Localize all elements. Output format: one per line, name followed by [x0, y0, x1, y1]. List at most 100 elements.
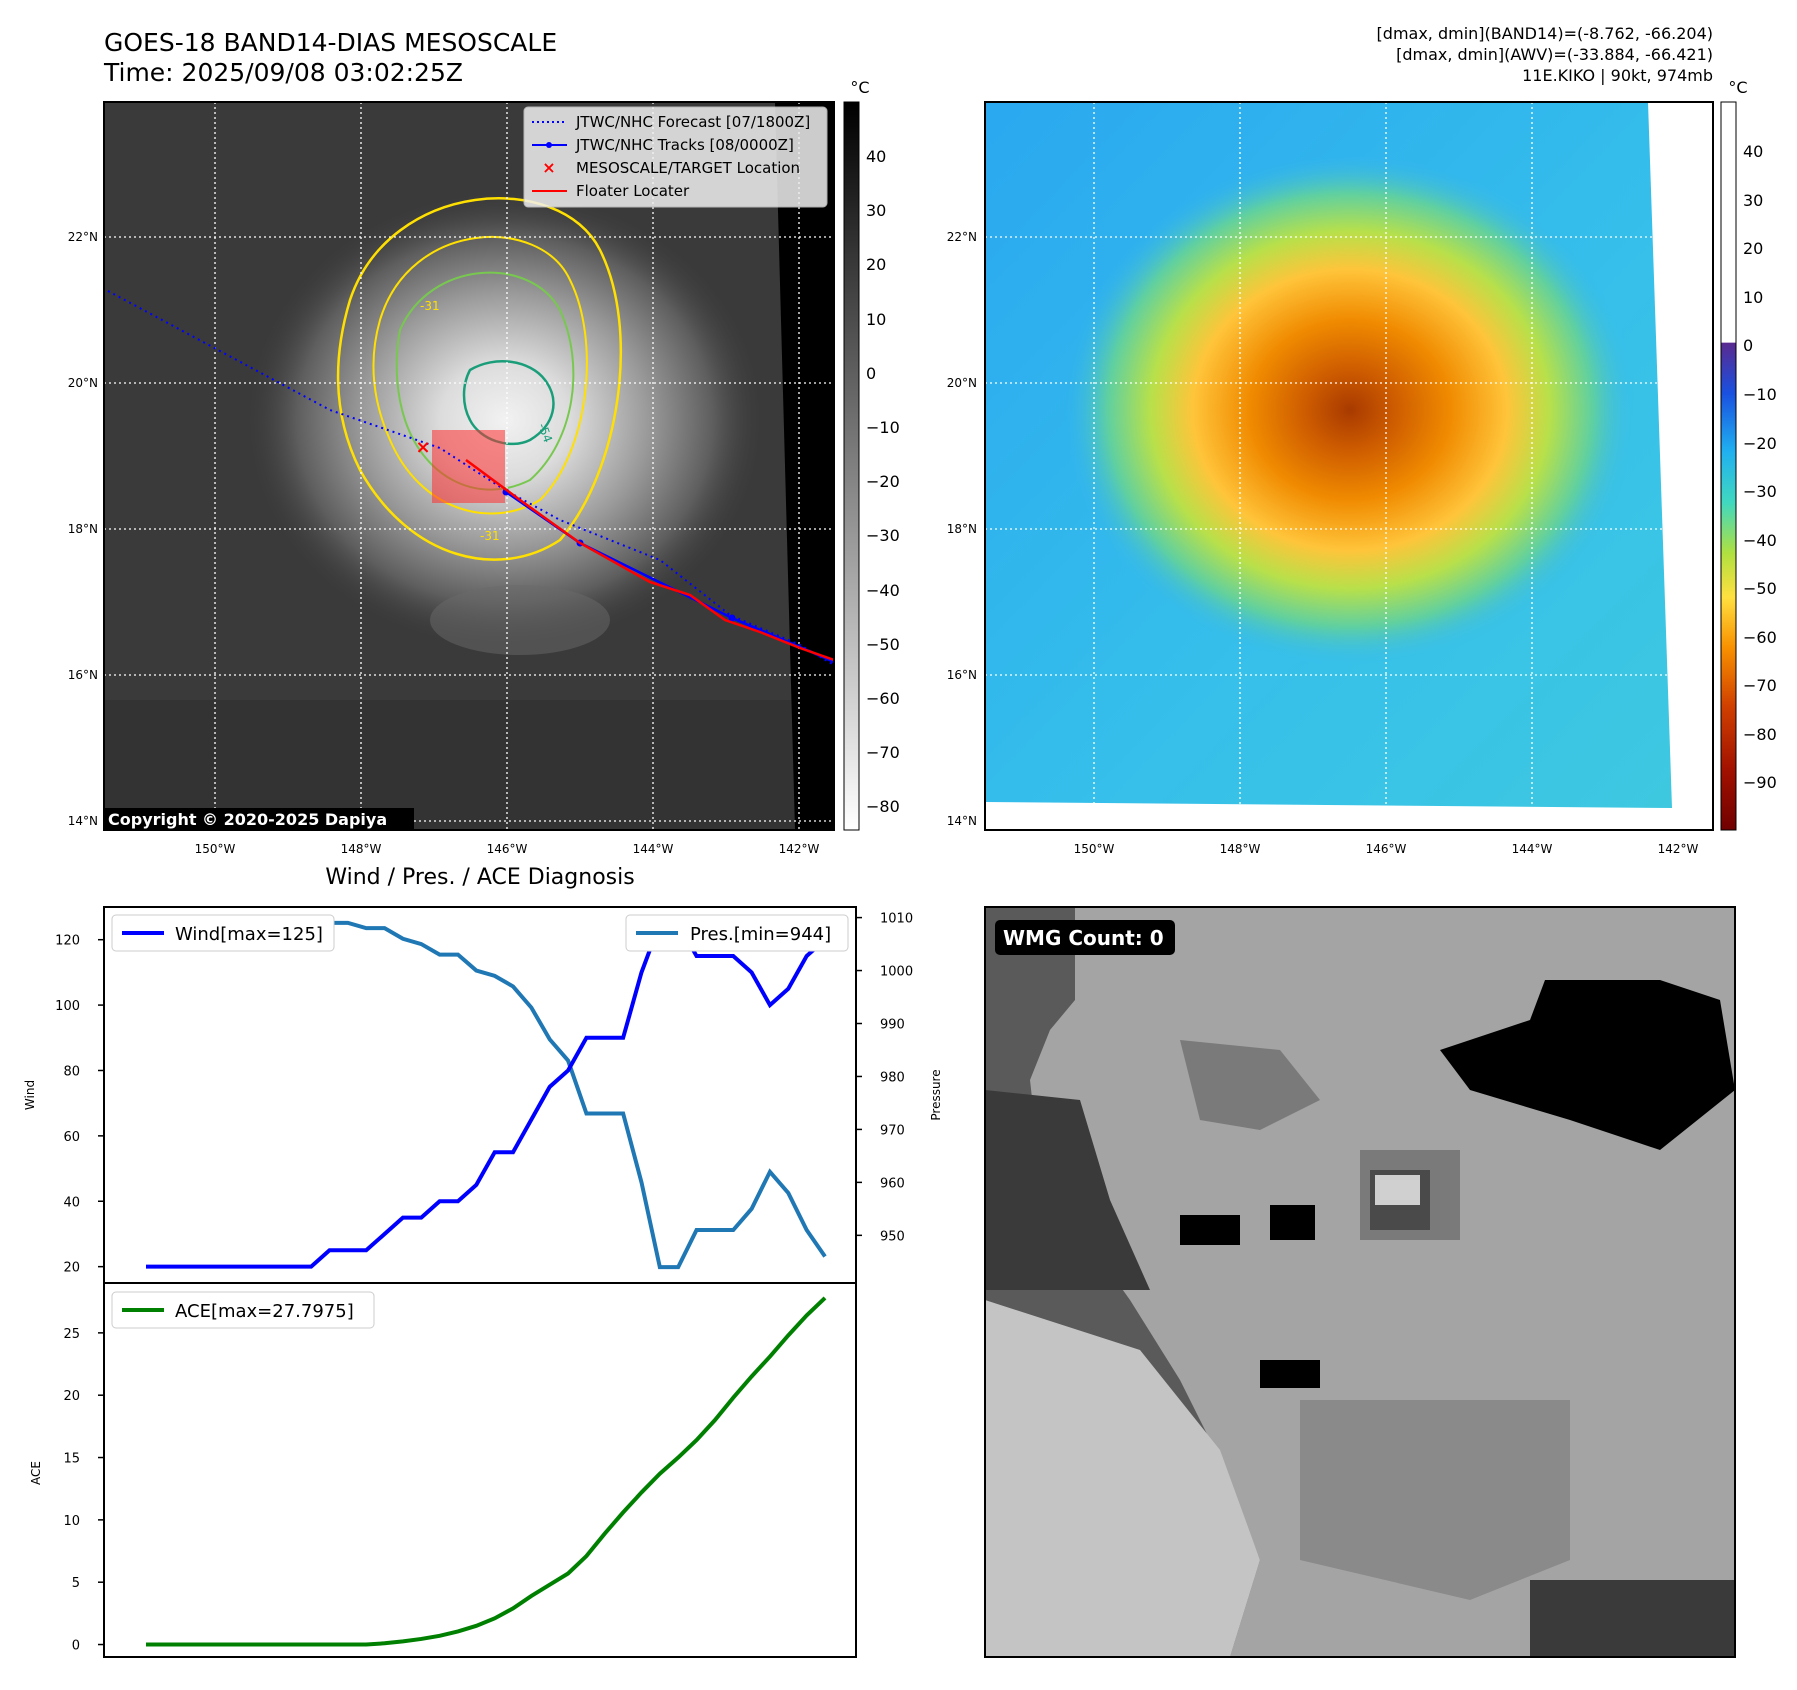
svg-text:20: 20	[866, 255, 886, 274]
wmg-label-bg	[995, 920, 1175, 955]
svg-text:0: 0	[1743, 336, 1753, 355]
legend-forecast: JTWC/NHC Forecast [07/1800Z]	[575, 113, 810, 131]
wmg-darker-region	[985, 1090, 1150, 1290]
pressure-ytick-label: 1000	[880, 965, 913, 980]
svg-text:16°N: 16°N	[68, 668, 98, 682]
svg-text:10: 10	[1743, 288, 1763, 307]
svg-text:20°N: 20°N	[68, 376, 98, 390]
svg-text:20°N: 20°N	[947, 376, 977, 390]
ir-scan-edge	[775, 102, 834, 830]
svg-text:−40: −40	[1743, 531, 1777, 550]
copyright: Copyright © 2020-2025 Dapiya	[108, 810, 387, 829]
ir-gridlines	[104, 102, 834, 830]
svg-text:−10: −10	[866, 418, 900, 437]
ir-colorbar: °C 40 30 20 10 0 −10 −20 −30 −40 −50 −60…	[843, 78, 900, 831]
svg-text:−20: −20	[1743, 434, 1777, 453]
ace-axis-label: ACE	[29, 1461, 43, 1485]
ace-ytick-label: 20	[63, 1389, 80, 1404]
contour-core	[462, 360, 555, 446]
svg-text:−40: −40	[866, 581, 900, 600]
svg-text:40: 40	[1743, 142, 1763, 161]
wind-series-line	[146, 921, 827, 1269]
pressure-axis-label: Pressure	[929, 1069, 943, 1120]
target-marker: ×	[415, 437, 430, 458]
wmg-frame	[984, 906, 1736, 1658]
figure-time: Time: 2025/09/08 03:02:25Z	[103, 58, 463, 87]
wind-ytick-label: 120	[55, 934, 80, 949]
svg-text:146°W: 146°W	[1366, 842, 1407, 856]
awv-colorbar: °C 40 30 20 10 0 −10 −20 −30 −40 −50 −60…	[1720, 78, 1777, 831]
svg-text:−80: −80	[1743, 725, 1777, 744]
copyright-bg	[104, 808, 414, 830]
ir-lon-ticks: 150°W 148°W 146°W 144°W 142°W	[195, 842, 820, 856]
svg-text:22°N: 22°N	[68, 230, 98, 244]
svg-text:14°N: 14°N	[68, 814, 98, 828]
ace-ytick-label: 15	[63, 1452, 80, 1467]
awv-storm	[1065, 155, 1635, 665]
wind-ytick-label: 100	[55, 999, 80, 1014]
wind-legend-label: Wind[max=125]	[175, 924, 323, 945]
contour-label-core: -54	[535, 421, 555, 444]
ir-storm-cloud	[245, 190, 765, 650]
ace-ytick-label: 5	[72, 1576, 80, 1591]
wmg-bottom-dark	[1530, 1580, 1735, 1657]
wmg-panel: WMG Count: 0	[984, 906, 1736, 1658]
svg-text:0: 0	[866, 364, 876, 383]
ir-legend: JTWC/NHC Forecast [07/1800Z] JTWC/NHC Tr…	[523, 106, 828, 208]
svg-text:×: ×	[542, 158, 555, 177]
svg-text:30: 30	[866, 201, 886, 220]
stats-band14: [dmax, dmin](BAND14)=(-8.762, -66.204)	[1377, 24, 1713, 43]
ir-lat-ticks: 22°N 20°N 18°N 16°N 14°N	[68, 230, 98, 828]
pressure-ytick-label: 980	[880, 1070, 905, 1085]
pressure-ytick-label: 970	[880, 1123, 905, 1138]
svg-text:10: 10	[866, 310, 886, 329]
wmg-eye	[1375, 1175, 1420, 1205]
svg-text:22°N: 22°N	[947, 230, 977, 244]
pressure-ytick-label: 1010	[880, 912, 913, 927]
ace-ytick-label: 10	[63, 1514, 80, 1529]
svg-text:40: 40	[866, 147, 886, 166]
pressure-ytick-label: 960	[880, 1176, 905, 1191]
svg-text:−80: −80	[866, 797, 900, 816]
contour-mid	[395, 271, 575, 491]
wmg-count-label: WMG Count: 0	[1003, 926, 1164, 950]
awv-map: 22°N 20°N 18°N 16°N 14°N 150°W 148°W 146…	[947, 78, 1777, 856]
svg-text:−60: −60	[866, 689, 900, 708]
svg-text:°C: °C	[1728, 78, 1747, 97]
contour-label-outer-2: -31	[480, 529, 500, 543]
ace-chart: 0 5 10 15 20 25 ACE ACE[max=27.7975]	[29, 1282, 857, 1658]
svg-text:−50: −50	[866, 635, 900, 654]
floater-track-line	[465, 458, 834, 662]
ace-frame	[103, 1282, 857, 1658]
svg-text:142°W: 142°W	[779, 842, 820, 856]
svg-text:−90: −90	[1743, 773, 1777, 792]
pressure-yticks: 950 960 970 980 990 1000 1010	[856, 912, 913, 1244]
pressure-legend-label: Pres.[min=944]	[690, 924, 831, 945]
awv-frame	[984, 101, 1714, 831]
pressure-ytick-label: 950	[880, 1229, 905, 1244]
contour-label-outer: -31	[420, 299, 440, 313]
wind-ytick-label: 20	[63, 1261, 80, 1276]
stats-storm: 11E.KIKO | 90kt, 974mb	[1522, 66, 1713, 85]
svg-text:−30: −30	[1743, 482, 1777, 501]
svg-text:16°N: 16°N	[947, 668, 977, 682]
track-point	[728, 614, 736, 622]
awv-gridlines	[985, 102, 1713, 830]
svg-text:146°W: 146°W	[487, 842, 528, 856]
wmg-black-spot-3	[1260, 1360, 1320, 1388]
svg-text:148°W: 148°W	[1220, 842, 1261, 856]
svg-text:−50: −50	[1743, 579, 1777, 598]
ace-legend: ACE[max=27.7975]	[111, 1291, 375, 1329]
svg-text:150°W: 150°W	[195, 842, 236, 856]
wmg-black-spot-2	[1270, 1205, 1315, 1240]
svg-text:20: 20	[1743, 239, 1763, 258]
contour-outer	[336, 197, 622, 561]
diagnosis-title: Wind / Pres. / ACE Diagnosis	[325, 865, 634, 890]
svg-text:144°W: 144°W	[1512, 842, 1553, 856]
ace-ytick-label: 25	[63, 1327, 80, 1342]
svg-text:−30: −30	[866, 526, 900, 545]
svg-text:150°W: 150°W	[1074, 842, 1115, 856]
svg-text:18°N: 18°N	[947, 522, 977, 536]
svg-text:−60: −60	[1743, 628, 1777, 647]
